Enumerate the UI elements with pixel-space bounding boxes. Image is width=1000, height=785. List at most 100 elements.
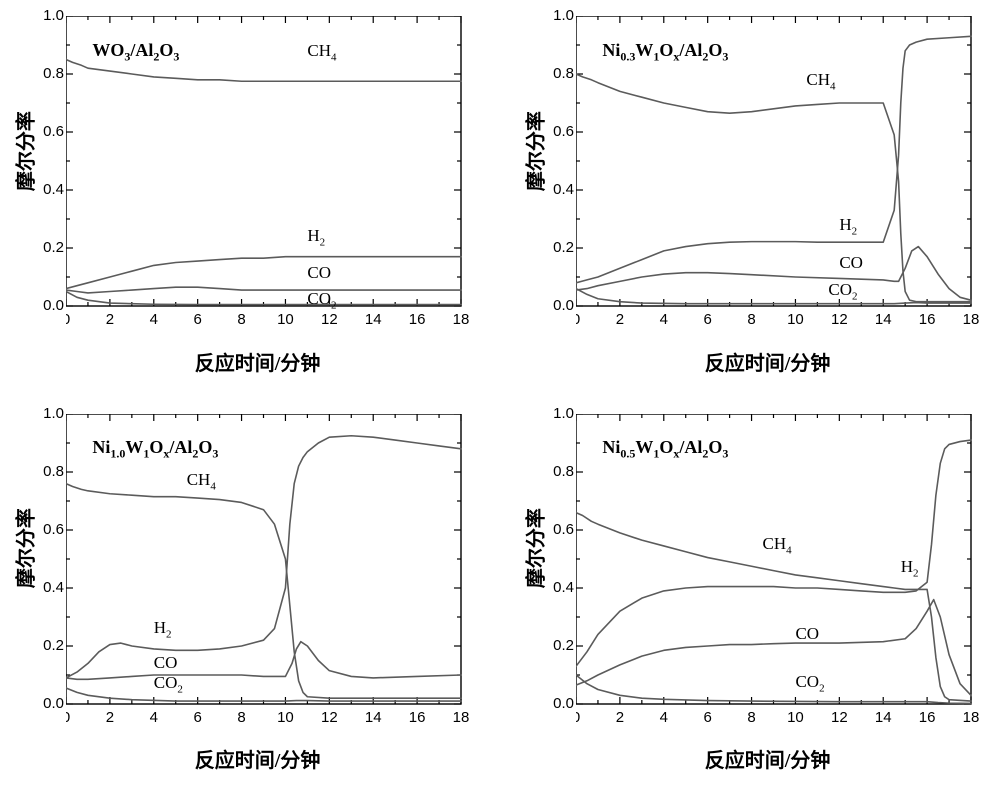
y-tick-label: 0.6 bbox=[544, 123, 574, 140]
panel-title: Ni1.0W1Ox/Al2O3 bbox=[92, 437, 218, 462]
series-co2 bbox=[66, 688, 461, 701]
panel-bottom-left: 摩尔分率反应时间/分钟0246810121416180.00.20.40.60.… bbox=[20, 408, 470, 776]
panel-title: Ni0.5W1Ox/Al2O3 bbox=[602, 437, 728, 462]
series-label-co2: CO2 bbox=[795, 672, 824, 694]
series-label-ch4: CH4 bbox=[763, 534, 792, 556]
svg-text:12: 12 bbox=[321, 311, 338, 328]
y-tick-label: 0.0 bbox=[544, 297, 574, 314]
y-tick-label: 0.8 bbox=[34, 463, 64, 480]
svg-text:10: 10 bbox=[787, 311, 804, 328]
svg-text:18: 18 bbox=[963, 311, 980, 328]
svg-text:2: 2 bbox=[106, 709, 114, 726]
svg-text:14: 14 bbox=[875, 709, 892, 726]
series-label-h2: H2 bbox=[839, 215, 857, 237]
svg-text:6: 6 bbox=[193, 311, 201, 328]
series-label-co: CO bbox=[154, 653, 178, 673]
y-tick-label: 1.0 bbox=[544, 405, 574, 422]
series-h2 bbox=[576, 36, 971, 282]
svg-text:8: 8 bbox=[237, 311, 245, 328]
svg-text:4: 4 bbox=[150, 311, 158, 328]
x-axis-label: 反应时间/分钟 bbox=[195, 347, 321, 376]
svg-text:2: 2 bbox=[616, 311, 624, 328]
y-tick-label: 0.0 bbox=[544, 695, 574, 712]
y-tick-label: 0.8 bbox=[34, 65, 64, 82]
svg-text:0: 0 bbox=[66, 709, 70, 726]
y-tick-label: 0.2 bbox=[544, 239, 574, 256]
series-ch4 bbox=[66, 483, 461, 698]
series-label-h2: H2 bbox=[901, 557, 919, 579]
series-label-ch4: CH4 bbox=[187, 470, 216, 492]
svg-text:6: 6 bbox=[703, 311, 711, 328]
svg-text:14: 14 bbox=[365, 311, 382, 328]
y-tick-label: 0.2 bbox=[544, 637, 574, 654]
svg-text:6: 6 bbox=[703, 709, 711, 726]
svg-text:10: 10 bbox=[277, 709, 294, 726]
chart-svg: 0 2 4 6 8 10 12 14 16 18 bbox=[66, 16, 471, 340]
series-co bbox=[66, 287, 461, 293]
svg-text:16: 16 bbox=[919, 311, 936, 328]
y-tick-label: 0.8 bbox=[544, 463, 574, 480]
svg-text:10: 10 bbox=[787, 709, 804, 726]
svg-text:4: 4 bbox=[660, 311, 668, 328]
panel-bottom-right: 摩尔分率反应时间/分钟0246810121416180.00.20.40.60.… bbox=[530, 408, 980, 776]
svg-text:0: 0 bbox=[576, 311, 580, 328]
svg-text:12: 12 bbox=[831, 709, 848, 726]
series-label-ch4: CH4 bbox=[307, 41, 336, 63]
series-ch4 bbox=[576, 74, 971, 302]
y-tick-label: 0.6 bbox=[544, 521, 574, 538]
svg-text:8: 8 bbox=[747, 311, 755, 328]
svg-text:12: 12 bbox=[831, 311, 848, 328]
svg-text:6: 6 bbox=[193, 709, 201, 726]
y-tick-label: 0.4 bbox=[544, 579, 574, 596]
y-tick-label: 0.6 bbox=[34, 123, 64, 140]
series-label-h2: H2 bbox=[307, 226, 325, 248]
y-tick-label: 0.2 bbox=[34, 239, 64, 256]
series-label-co2: CO2 bbox=[154, 673, 183, 695]
chart-svg: 024681012141618 bbox=[66, 414, 471, 738]
svg-text:14: 14 bbox=[365, 709, 382, 726]
x-axis-label: 反应时间/分钟 bbox=[705, 744, 831, 773]
svg-text:12: 12 bbox=[321, 709, 338, 726]
series-co bbox=[576, 247, 971, 301]
series-label-co: CO bbox=[839, 253, 863, 273]
panel-title: Ni0.3W1Ox/Al2O3 bbox=[602, 40, 728, 65]
svg-text:16: 16 bbox=[409, 311, 426, 328]
series-co bbox=[576, 599, 971, 695]
svg-text:16: 16 bbox=[919, 709, 936, 726]
y-tick-label: 1.0 bbox=[544, 7, 574, 24]
panel-top-left: 摩尔分率反应时间/分钟0246810121416180.00.20.40.60.… bbox=[20, 10, 470, 378]
y-tick-label: 0.2 bbox=[34, 637, 64, 654]
svg-text:16: 16 bbox=[409, 709, 426, 726]
series-label-co: CO bbox=[795, 624, 819, 644]
series-label-h2: H2 bbox=[154, 618, 172, 640]
svg-text:8: 8 bbox=[747, 709, 755, 726]
y-tick-label: 0.4 bbox=[34, 181, 64, 198]
svg-text:14: 14 bbox=[875, 311, 892, 328]
svg-text:4: 4 bbox=[150, 709, 158, 726]
svg-text:0: 0 bbox=[66, 311, 70, 328]
series-label-ch4: CH4 bbox=[806, 70, 835, 92]
svg-text:8: 8 bbox=[237, 709, 245, 726]
series-h2 bbox=[66, 257, 461, 289]
chart-grid: 摩尔分率反应时间/分钟0246810121416180.00.20.40.60.… bbox=[0, 0, 1000, 785]
svg-text:10: 10 bbox=[277, 311, 294, 328]
series-co bbox=[66, 641, 461, 679]
chart-svg: 0 2 4 6 8 10 12 14 16 18 bbox=[576, 16, 981, 340]
y-tick-label: 0.0 bbox=[34, 297, 64, 314]
svg-text:18: 18 bbox=[963, 709, 980, 726]
panel-title: WO3/Al2O3 bbox=[92, 40, 179, 65]
y-tick-label: 0.4 bbox=[34, 579, 64, 596]
y-tick-label: 0.6 bbox=[34, 521, 64, 538]
x-axis-label: 反应时间/分钟 bbox=[705, 347, 831, 376]
svg-text:4: 4 bbox=[660, 709, 668, 726]
svg-text:2: 2 bbox=[106, 311, 114, 328]
y-tick-label: 0.4 bbox=[544, 181, 574, 198]
svg-text:18: 18 bbox=[453, 311, 470, 328]
series-label-co2: CO2 bbox=[307, 289, 336, 311]
chart-svg: 024681012141618 bbox=[576, 414, 981, 738]
panel-top-right: 摩尔分率反应时间/分钟0246810121416180.00.20.40.60.… bbox=[530, 10, 980, 378]
svg-text:0: 0 bbox=[576, 709, 580, 726]
series-co2 bbox=[576, 675, 971, 703]
y-tick-label: 1.0 bbox=[34, 7, 64, 24]
series-label-co2: CO2 bbox=[828, 280, 857, 302]
